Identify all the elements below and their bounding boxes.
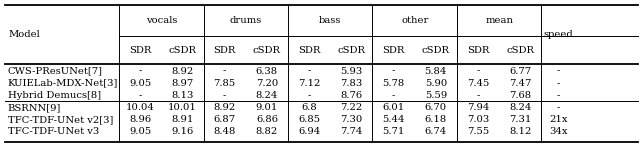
Text: 7.68: 7.68 [509,91,531,100]
Text: mean: mean [485,16,513,25]
Text: 8.12: 8.12 [509,127,531,136]
Text: 7.47: 7.47 [509,79,531,88]
Text: 9.05: 9.05 [129,127,151,136]
Text: 9.16: 9.16 [172,127,193,136]
Text: 8.92: 8.92 [172,67,193,76]
Text: -: - [476,91,480,100]
Text: -: - [138,91,142,100]
Text: -: - [392,67,396,76]
Text: -: - [392,91,396,100]
Text: 5.78: 5.78 [383,79,404,88]
Text: -: - [138,67,142,76]
Text: cSDR: cSDR [422,46,450,55]
Text: 7.55: 7.55 [467,127,489,136]
Text: Model: Model [8,30,40,39]
Text: 7.20: 7.20 [256,79,278,88]
Text: 7.31: 7.31 [509,115,531,124]
Text: 6.01: 6.01 [383,103,404,112]
Text: vocals: vocals [145,16,177,25]
Text: 34x: 34x [550,127,568,136]
Text: 6.18: 6.18 [425,115,447,124]
Text: 7.85: 7.85 [214,79,236,88]
Text: 6.74: 6.74 [425,127,447,136]
Text: 5.44: 5.44 [382,115,405,124]
Text: CWS-PResUNet[7]: CWS-PResUNet[7] [8,67,102,76]
Text: 6.86: 6.86 [256,115,278,124]
Text: TFC-TDF-UNet v3: TFC-TDF-UNet v3 [8,127,99,136]
Text: 8.48: 8.48 [214,127,236,136]
Text: -: - [557,91,561,100]
Text: other: other [401,16,428,25]
Text: 6.85: 6.85 [298,115,320,124]
Text: 7.74: 7.74 [340,127,362,136]
Text: 10.01: 10.01 [168,103,197,112]
Text: 7.83: 7.83 [340,79,362,88]
Text: 8.91: 8.91 [172,115,193,124]
Text: -: - [557,67,561,76]
Text: -: - [307,91,311,100]
Text: 7.30: 7.30 [340,115,362,124]
Text: drums: drums [230,16,262,25]
Text: 5.71: 5.71 [383,127,404,136]
Text: 8.97: 8.97 [172,79,193,88]
Text: 9.01: 9.01 [256,103,278,112]
Text: SDR: SDR [214,46,236,55]
Text: -: - [223,91,227,100]
Text: -: - [557,79,561,88]
Text: 8.96: 8.96 [129,115,151,124]
Text: 5.59: 5.59 [425,91,447,100]
Text: -: - [476,67,480,76]
Text: 7.22: 7.22 [340,103,362,112]
Text: 7.45: 7.45 [467,79,489,88]
Text: cSDR: cSDR [337,46,365,55]
Text: 8.76: 8.76 [340,91,362,100]
Text: -: - [557,103,561,112]
Text: 8.82: 8.82 [256,127,278,136]
Text: 6.87: 6.87 [214,115,236,124]
Text: 8.92: 8.92 [214,103,236,112]
Text: 7.94: 7.94 [467,103,489,112]
Text: 6.70: 6.70 [425,103,447,112]
Text: 5.84: 5.84 [425,67,447,76]
Text: 5.93: 5.93 [340,67,362,76]
Text: -: - [307,67,311,76]
Text: cSDR: cSDR [253,46,281,55]
Text: 10.04: 10.04 [125,103,155,112]
Text: 21x: 21x [550,115,568,124]
Text: 8.13: 8.13 [172,91,193,100]
Text: speed: speed [544,30,573,39]
Text: 5.90: 5.90 [425,79,447,88]
Text: 7.12: 7.12 [298,79,320,88]
Text: 6.94: 6.94 [298,127,320,136]
Text: BSRNN[9]: BSRNN[9] [8,103,61,112]
Text: cSDR: cSDR [506,46,534,55]
Text: 6.8: 6.8 [301,103,317,112]
Text: SDR: SDR [383,46,404,55]
Text: 6.38: 6.38 [256,67,278,76]
Text: Hybrid Demucs[8]: Hybrid Demucs[8] [8,91,101,100]
Text: TFC-TDF-UNet v2[3]: TFC-TDF-UNet v2[3] [8,115,113,124]
Text: 8.24: 8.24 [509,103,531,112]
Text: 7.03: 7.03 [467,115,489,124]
Text: bass: bass [319,16,341,25]
Text: SDR: SDR [467,46,489,55]
Text: 9.05: 9.05 [129,79,151,88]
Text: 8.24: 8.24 [256,91,278,100]
Text: SDR: SDR [129,46,151,55]
Text: 6.77: 6.77 [509,67,531,76]
Text: SDR: SDR [298,46,320,55]
Text: -: - [223,67,227,76]
Text: KUIELab-MDX-Net[3]: KUIELab-MDX-Net[3] [8,79,118,88]
Text: cSDR: cSDR [168,46,196,55]
